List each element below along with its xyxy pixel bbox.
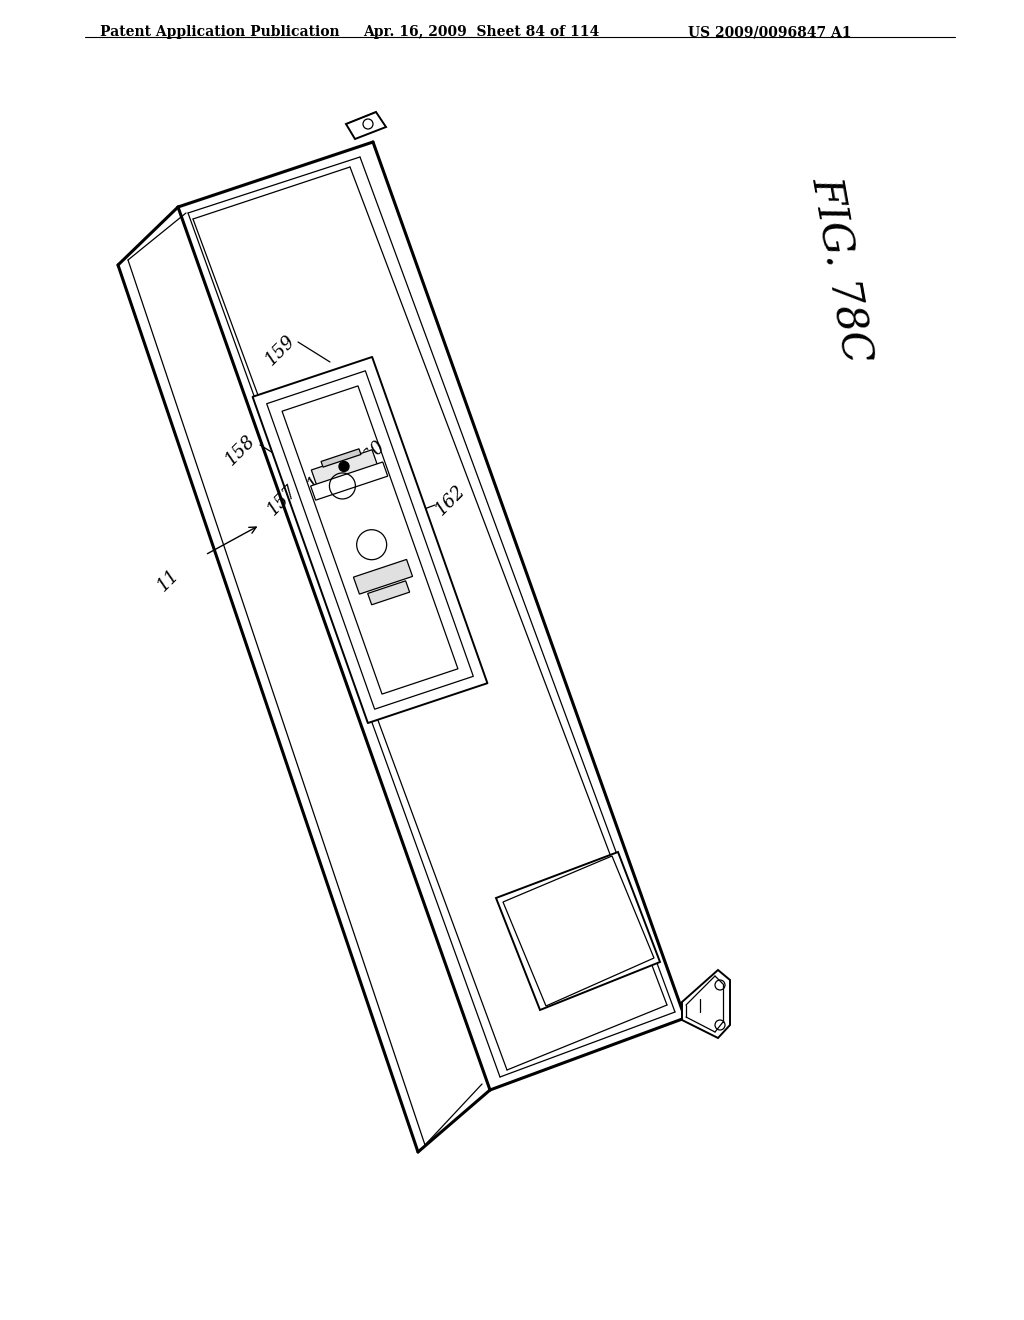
Polygon shape bbox=[310, 462, 388, 500]
Polygon shape bbox=[311, 450, 379, 488]
Polygon shape bbox=[322, 449, 361, 467]
Text: FIG. 78C: FIG. 78C bbox=[803, 173, 877, 367]
Polygon shape bbox=[496, 851, 660, 1010]
Text: 11: 11 bbox=[154, 565, 182, 594]
Polygon shape bbox=[368, 581, 410, 605]
Text: 161: 161 bbox=[303, 457, 341, 494]
Polygon shape bbox=[682, 970, 730, 1038]
Polygon shape bbox=[346, 112, 386, 139]
Polygon shape bbox=[503, 855, 654, 1006]
Text: 158: 158 bbox=[221, 432, 259, 469]
Text: 157: 157 bbox=[263, 482, 301, 519]
Text: 160: 160 bbox=[351, 437, 388, 474]
Text: 159: 159 bbox=[261, 331, 299, 368]
Text: 162: 162 bbox=[431, 482, 469, 519]
Polygon shape bbox=[253, 356, 487, 723]
Text: Patent Application Publication: Patent Application Publication bbox=[100, 25, 340, 40]
Polygon shape bbox=[353, 560, 413, 594]
Text: Apr. 16, 2009  Sheet 84 of 114: Apr. 16, 2009 Sheet 84 of 114 bbox=[362, 25, 599, 40]
Circle shape bbox=[339, 462, 349, 471]
Text: US 2009/0096847 A1: US 2009/0096847 A1 bbox=[688, 25, 852, 40]
